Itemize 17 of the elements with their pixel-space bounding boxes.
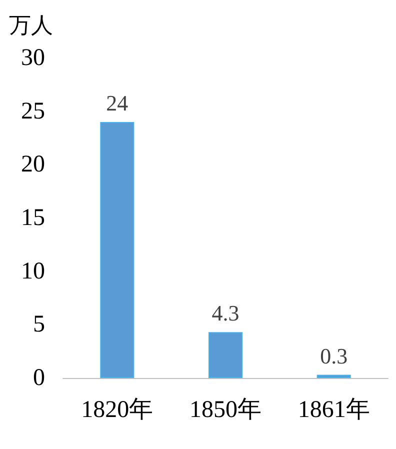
bar: [316, 374, 351, 378]
data-label: 24: [106, 90, 128, 116]
bar: [100, 122, 134, 378]
bar: [208, 332, 242, 378]
data-label: 0.3: [320, 343, 348, 368]
y-axis-title: 万人: [9, 12, 53, 38]
y-tick-label: 10: [21, 258, 45, 284]
y-tick-label: 20: [21, 152, 45, 178]
y-tick-label: 30: [21, 45, 45, 71]
y-tick-label: 25: [21, 98, 45, 124]
x-tick-label: 1820年: [81, 397, 154, 423]
x-tick-label: 1861年: [298, 397, 370, 423]
y-tick-label: 15: [21, 205, 45, 231]
data-label: 4.3: [212, 300, 240, 326]
y-tick-label: 5: [33, 312, 45, 338]
y-tick-label: 0: [33, 365, 45, 391]
x-tick-label: 1850年: [190, 397, 262, 423]
